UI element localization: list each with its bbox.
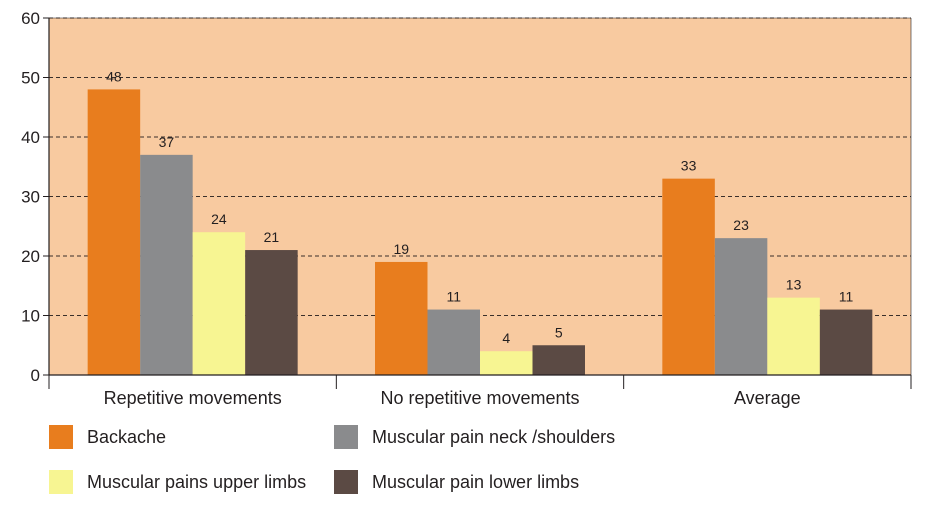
- legend-label-lower-limbs: Muscular pain lower limbs: [372, 471, 580, 492]
- y-tick-label-10: 10: [21, 307, 40, 326]
- legend-item-lower-limbs: Muscular pain lower limbs: [334, 467, 579, 497]
- bar-chart: 0 10 20 30 40 50 60 48 37 24 21 19 11 4 5 33 23 13 11 Rep…: [21, 9, 912, 408]
- legend-label-backache: Backache: [87, 426, 167, 447]
- data-label-no-repetitive-movements-muscular-pains-upper-limbs: 4: [502, 330, 510, 346]
- legend-swatch-backache: [49, 425, 73, 449]
- y-tick-label-50: 50: [21, 69, 40, 88]
- data-label-average-backache: 33: [681, 158, 697, 174]
- y-tick-label-0: 0: [31, 366, 40, 385]
- data-label-no-repetitive-movements-muscular-pain-neck-shoulders: 11: [446, 289, 461, 305]
- x-category-label-repetitive-movements: Repetitive movements: [104, 388, 282, 408]
- legend-swatch-neck-shoulders: [334, 425, 358, 449]
- legend-swatch-lower-limbs: [334, 470, 358, 494]
- data-label-repetitive-movements-muscular-pains-upper-limbs: 24: [211, 211, 227, 227]
- bar-no-repetitive-movements-muscular-pain-lower-limbs: [532, 345, 585, 375]
- category-labels: Repetitive movements No repetitive moveme…: [104, 388, 801, 408]
- legend-item-backache: Backache: [49, 422, 166, 452]
- bar-average-muscular-pains-upper-limbs: [767, 297, 820, 375]
- bars: [87, 89, 873, 376]
- data-label-average-muscular-pain-lower-limbs: 11: [839, 289, 854, 305]
- bar-no-repetitive-movements-muscular-pain-neck-shoulders: [427, 309, 480, 375]
- data-labels: 48 37 24 21 19 11 4 5 33 23 13 11: [106, 68, 853, 346]
- data-label-no-repetitive-movements-backache: 19: [393, 241, 409, 257]
- y-tick-label-60: 60: [21, 9, 40, 28]
- x-category-label-average: Average: [734, 388, 801, 408]
- y-tick-label-30: 30: [21, 188, 40, 207]
- x-category-label-no-repetitive-movements: No repetitive movements: [380, 388, 579, 408]
- bar-no-repetitive-movements-backache: [375, 261, 428, 375]
- bar-average-muscular-pain-lower-limbs: [819, 309, 873, 375]
- bar-repetitive-movements-muscular-pain-lower-limbs: [245, 250, 298, 375]
- data-label-average-muscular-pains-upper-limbs: 13: [786, 277, 802, 293]
- legend-label-neck-shoulders: Muscular pain neck /shoulders: [372, 426, 616, 447]
- data-label-repetitive-movements-backache: 48: [106, 68, 122, 84]
- legend-label-upper-limbs: Muscular pains upper limbs: [87, 471, 307, 492]
- data-label-average-muscular-pain-neck-shoulders: 23: [733, 217, 749, 233]
- y-tick-label-20: 20: [21, 247, 40, 266]
- data-label-repetitive-movements-muscular-pain-lower-limbs: 21: [264, 229, 280, 245]
- data-label-no-repetitive-movements-muscular-pain-lower-limbs: 5: [555, 324, 563, 340]
- y-axis-ticks: 0 10 20 30 40 50 60: [21, 9, 49, 385]
- data-label-repetitive-movements-muscular-pain-neck-shoulders: 37: [159, 134, 175, 150]
- legend-swatch-upper-limbs: [49, 470, 73, 494]
- bar-repetitive-movements-muscular-pain-neck-shoulders: [140, 154, 193, 375]
- legend-item-upper-limbs: Muscular pains upper limbs: [49, 467, 306, 497]
- bar-repetitive-movements-muscular-pains-upper-limbs: [192, 232, 246, 375]
- bar-repetitive-movements-backache: [87, 89, 141, 376]
- legend-item-neck-shoulders: Muscular pain neck /shoulders: [334, 422, 615, 452]
- bar-average-muscular-pain-neck-shoulders: [714, 238, 768, 375]
- y-tick-label-40: 40: [21, 128, 40, 147]
- bar-average-backache: [662, 178, 715, 375]
- bar-no-repetitive-movements-muscular-pains-upper-limbs: [480, 351, 533, 375]
- axes: [48, 17, 912, 389]
